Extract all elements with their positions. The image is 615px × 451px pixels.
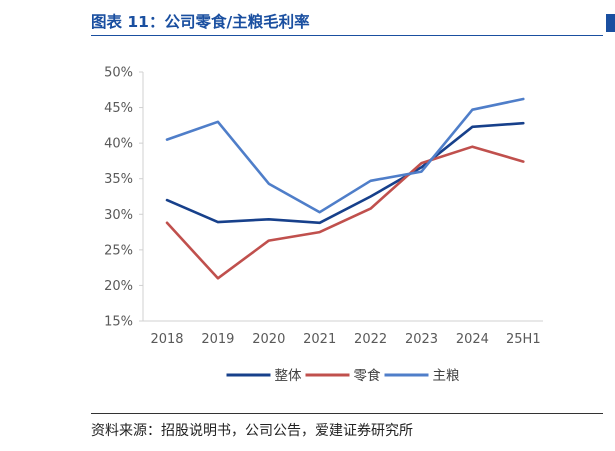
series-line-1 — [165, 121, 525, 225]
series-line-2 — [165, 145, 525, 280]
series-lines — [165, 97, 525, 280]
x-tick-label: 2024 — [456, 332, 489, 347]
axes: 15% 20% 25% 30% 35% 40% 45% 50% 2018 2019 2020 2021… — [104, 66, 543, 347]
y-tick-label: 40% — [104, 137, 133, 152]
y-tick-label: 50% — [104, 66, 133, 81]
legend-label-2: 零食 — [354, 367, 381, 384]
series-line-3 — [165, 97, 525, 214]
y-tick-label: 25% — [104, 243, 133, 258]
x-tick-label: 25H1 — [506, 332, 541, 347]
x-tick-label: 2023 — [405, 332, 438, 347]
legend-label-1: 整体 — [275, 368, 302, 384]
adjacent-figure-marker — [606, 14, 615, 32]
y-tick-label: 35% — [104, 172, 133, 187]
source-divider — [91, 413, 603, 414]
x-tick-label: 2019 — [201, 332, 234, 347]
x-tick-label: 2018 — [150, 332, 183, 347]
x-tick-label: 2021 — [303, 332, 336, 347]
y-tick-label: 30% — [104, 208, 133, 223]
x-tick-label: 2022 — [354, 332, 387, 347]
source-note: 资料来源：招股说明书，公司公告，爱建证券研究所 — [91, 423, 413, 439]
legend-label-3: 主粮 — [433, 368, 460, 384]
y-tick-label: 45% — [104, 101, 133, 116]
title-divider — [91, 35, 603, 36]
legend: 整体 零食 主粮 — [226, 367, 460, 384]
y-tick-label: 15% — [104, 315, 133, 330]
x-tick-label: 2020 — [252, 332, 285, 347]
figure-title: 图表 11：公司零食/主粮毛利率 — [91, 13, 310, 31]
y-tick-label: 20% — [104, 279, 133, 294]
